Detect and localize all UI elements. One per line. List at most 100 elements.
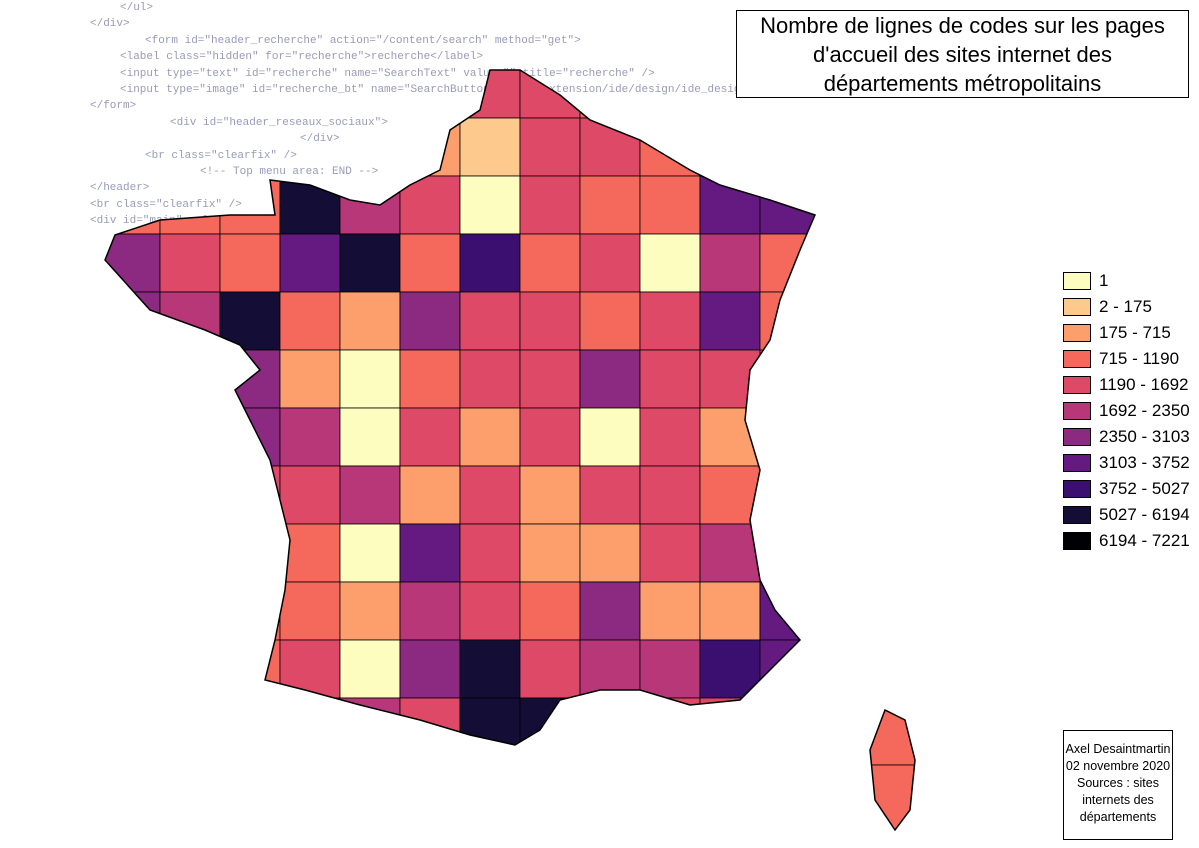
legend: 1 2 - 175 175 - 715 715 - 1190 1190 - 1692 16… <box>1063 268 1190 554</box>
department-area <box>579 291 641 351</box>
code-line: <!-- Top menu area: END --> <box>200 166 379 179</box>
department-area <box>759 697 815 745</box>
legend-item: 1 <box>1063 268 1190 294</box>
credits: Axel Desaintmartin 02 novembre 2020 Source… <box>1063 730 1173 840</box>
department-area <box>105 349 161 409</box>
department-area <box>219 581 281 641</box>
legend-label: 3103 - 3752 <box>1099 453 1190 472</box>
department-area <box>699 117 761 177</box>
department-area <box>105 697 161 745</box>
code-line: </div> <box>90 18 130 31</box>
legend-label: 1190 - 1692 <box>1099 375 1189 394</box>
departments <box>105 70 815 745</box>
department-area <box>579 697 641 745</box>
department-area <box>219 697 281 745</box>
department-area <box>759 349 815 409</box>
department-area <box>339 639 401 699</box>
department-area <box>399 407 461 467</box>
department-area <box>279 291 341 351</box>
code-line: <input type="image" id="recherche_bt" na… <box>120 84 754 97</box>
department-area <box>699 291 761 351</box>
department-area <box>459 581 521 641</box>
department-area <box>579 639 641 699</box>
department-area <box>219 291 281 351</box>
code-line: <br class="clearfix" /> <box>145 149 297 162</box>
department-area <box>699 581 761 641</box>
department-area <box>459 349 521 409</box>
code-line: <div id="header_reseaux_sociaux"> <box>170 116 388 129</box>
department-area <box>759 117 815 177</box>
legend-item: 6194 - 7221 <box>1063 528 1190 554</box>
department-area <box>699 523 761 583</box>
department-area <box>219 70 281 119</box>
department-area <box>519 175 581 235</box>
code-line: </form> <box>90 100 137 113</box>
department-area <box>699 233 761 293</box>
department-area <box>639 697 701 745</box>
department-area <box>339 465 401 525</box>
department-area <box>339 581 401 641</box>
credit-line: Axel Desaintmartin <box>1065 742 1171 756</box>
department-area <box>105 175 161 235</box>
legend-item: 1190 - 1692 <box>1063 372 1190 398</box>
department-area <box>399 233 461 293</box>
department-area <box>219 233 281 293</box>
department-area <box>579 233 641 293</box>
department-area <box>279 465 341 525</box>
department-area <box>579 581 641 641</box>
department-area <box>105 523 161 583</box>
department-area <box>639 117 701 177</box>
department-area <box>399 639 461 699</box>
legend-label: 6194 - 7221 <box>1099 531 1190 550</box>
department-area <box>519 581 581 641</box>
department-area <box>279 581 341 641</box>
code-line: <form id="header_recherche" action="/con… <box>145 34 581 47</box>
department-area <box>759 523 815 583</box>
department-area <box>579 175 641 235</box>
department-area <box>159 639 221 699</box>
department-area <box>519 639 581 699</box>
code-line: </header> <box>90 182 150 195</box>
department-area <box>105 233 161 293</box>
corsica-outline <box>869 708 916 832</box>
department-area <box>459 233 521 293</box>
department-area <box>399 697 461 745</box>
department-area <box>459 291 521 351</box>
department-area <box>639 407 701 467</box>
legend-swatch <box>1063 506 1091 524</box>
department-area <box>159 523 221 583</box>
legend-label: 2 - 175 <box>1099 297 1152 316</box>
department-area <box>759 465 815 525</box>
department-area <box>159 117 221 177</box>
department-area <box>339 697 401 745</box>
department-area <box>219 639 281 699</box>
department-area <box>459 70 521 119</box>
department-area <box>639 465 701 525</box>
department-area <box>759 407 815 467</box>
department-area <box>279 117 341 177</box>
legend-label: 2350 - 3103 <box>1099 427 1190 446</box>
department-area <box>399 175 461 235</box>
title: Nombre de lignes de codes sur les pages … <box>736 10 1189 98</box>
department-area <box>639 349 701 409</box>
department-area <box>159 291 221 351</box>
department-area <box>279 639 341 699</box>
department-area <box>279 697 341 745</box>
legend-label: 3752 - 5027 <box>1099 479 1190 498</box>
department-area <box>459 697 521 745</box>
department-area <box>519 465 581 525</box>
department-area <box>519 407 581 467</box>
code-line: </ul> <box>120 2 154 14</box>
legend-swatch <box>1063 428 1091 446</box>
department-area <box>579 465 641 525</box>
department-area <box>459 407 521 467</box>
legend-swatch <box>1063 454 1091 472</box>
department-area <box>699 465 761 525</box>
department-area <box>399 465 461 525</box>
department-area <box>279 233 341 293</box>
department-area <box>159 349 221 409</box>
department-area <box>699 175 761 235</box>
department-area <box>159 697 221 745</box>
legend-item: 3752 - 5027 <box>1063 476 1190 502</box>
